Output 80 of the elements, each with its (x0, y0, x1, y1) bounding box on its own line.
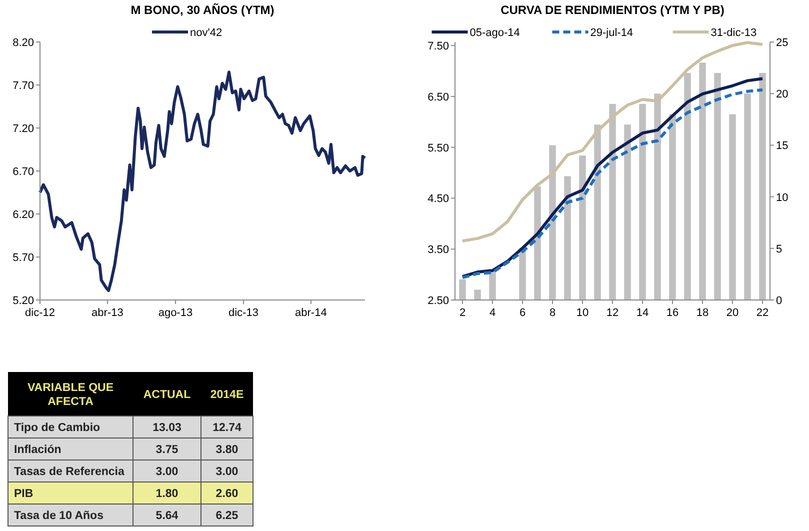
bar (549, 145, 556, 300)
y-tick-label: 5.50 (428, 142, 449, 154)
chart-title: CURVA DE RENDIMIENTOS (YTM Y PB) (500, 3, 724, 17)
y2-tick-label: 0 (776, 295, 782, 307)
text: 13.03 (152, 422, 182, 434)
category-label: ACTUAL (143, 389, 191, 401)
y-tick-label: 7.50 (428, 40, 449, 53)
bar (639, 104, 646, 300)
text: 2.60 (216, 488, 238, 500)
bar (669, 114, 676, 300)
legend-label: 29-jul-14 (590, 27, 634, 39)
y-tick-label: 5.20 (12, 295, 34, 307)
y-tick-label: 8.20 (12, 37, 34, 49)
bar (759, 72, 766, 300)
x-tick-label: 14 (636, 307, 649, 319)
y-tick-label: 2.50 (428, 295, 449, 307)
chart-title: M BONO, 30 AÑOS (YTM) (130, 3, 274, 17)
bar (699, 62, 706, 300)
y2-tick-label: 20 (776, 88, 788, 101)
bar (744, 94, 751, 300)
text: 5.64 (156, 510, 178, 522)
bar (579, 156, 586, 300)
x-tick-label: 20 (726, 307, 739, 319)
bar (609, 104, 616, 300)
bar (564, 176, 571, 300)
bar (594, 124, 601, 300)
category-label: VARIABLE QUE AFECTA (27, 382, 114, 408)
bar (654, 94, 661, 300)
line-series (38, 70, 366, 292)
x-tick-label: 2 (459, 307, 466, 319)
y-tick-label: 7.20 (12, 123, 34, 135)
legend-label: 31-dic-13 (710, 27, 757, 39)
y-tick-label: 5.70 (12, 252, 34, 264)
text: 3.75 (156, 444, 178, 456)
bar (459, 279, 466, 300)
x-tick-label: 16 (666, 307, 679, 319)
text: 3.80 (216, 444, 238, 456)
x-tick-label: 10 (576, 307, 589, 319)
y-tick-label: 6.70 (12, 166, 34, 178)
category-label: Tipo de Cambio (14, 422, 100, 434)
x-tick-label: 12 (606, 307, 619, 319)
x-tick-label: abr-13 (92, 307, 124, 319)
legend-label: nov'42 (190, 27, 222, 39)
text: 3.00 (216, 466, 238, 478)
legend-label: 05-ago-14 (470, 27, 520, 39)
x-tick-label: dic-12 (25, 307, 55, 319)
category-label: PIB (14, 488, 34, 500)
bar (714, 72, 721, 300)
x-tick-label: abr-14 (295, 307, 327, 319)
bar (729, 114, 736, 300)
y-tick-label: 7.70 (12, 80, 34, 92)
bar (684, 72, 691, 300)
x-tick-label: 8 (549, 307, 556, 319)
x-tick-label: dic-13 (228, 307, 258, 319)
bar (474, 290, 481, 300)
text: 6.25 (216, 510, 238, 522)
y-tick-label: 3.50 (428, 244, 449, 256)
category-label: Tasa de 10 Años (14, 510, 104, 522)
x-tick-label: 6 (519, 307, 526, 319)
category-label: Inflación (14, 444, 62, 456)
text: 12.74 (212, 422, 242, 434)
text: 3.00 (156, 466, 178, 478)
y-tick-label: 6.20 (12, 209, 34, 221)
x-tick-label: 18 (696, 307, 709, 319)
y2-tick-label: 15 (776, 140, 788, 152)
bar (534, 186, 541, 300)
text: 1.80 (156, 488, 178, 500)
y2-tick-label: 5 (776, 243, 782, 256)
x-tick-label: ago-13 (158, 307, 193, 319)
x-tick-label: 22 (756, 307, 769, 319)
y2-tick-label: 10 (776, 192, 788, 204)
y-tick-label: 4.50 (428, 193, 449, 206)
line-series (461, 41, 764, 242)
y-tick-label: 6.50 (428, 91, 449, 104)
category-label: 2014E (210, 389, 244, 401)
category-label: Tasas de Referencia (14, 466, 124, 478)
x-tick-label: 4 (489, 307, 496, 319)
bar (519, 248, 526, 300)
y2-tick-label: 25 (776, 37, 788, 49)
bar (624, 124, 631, 300)
